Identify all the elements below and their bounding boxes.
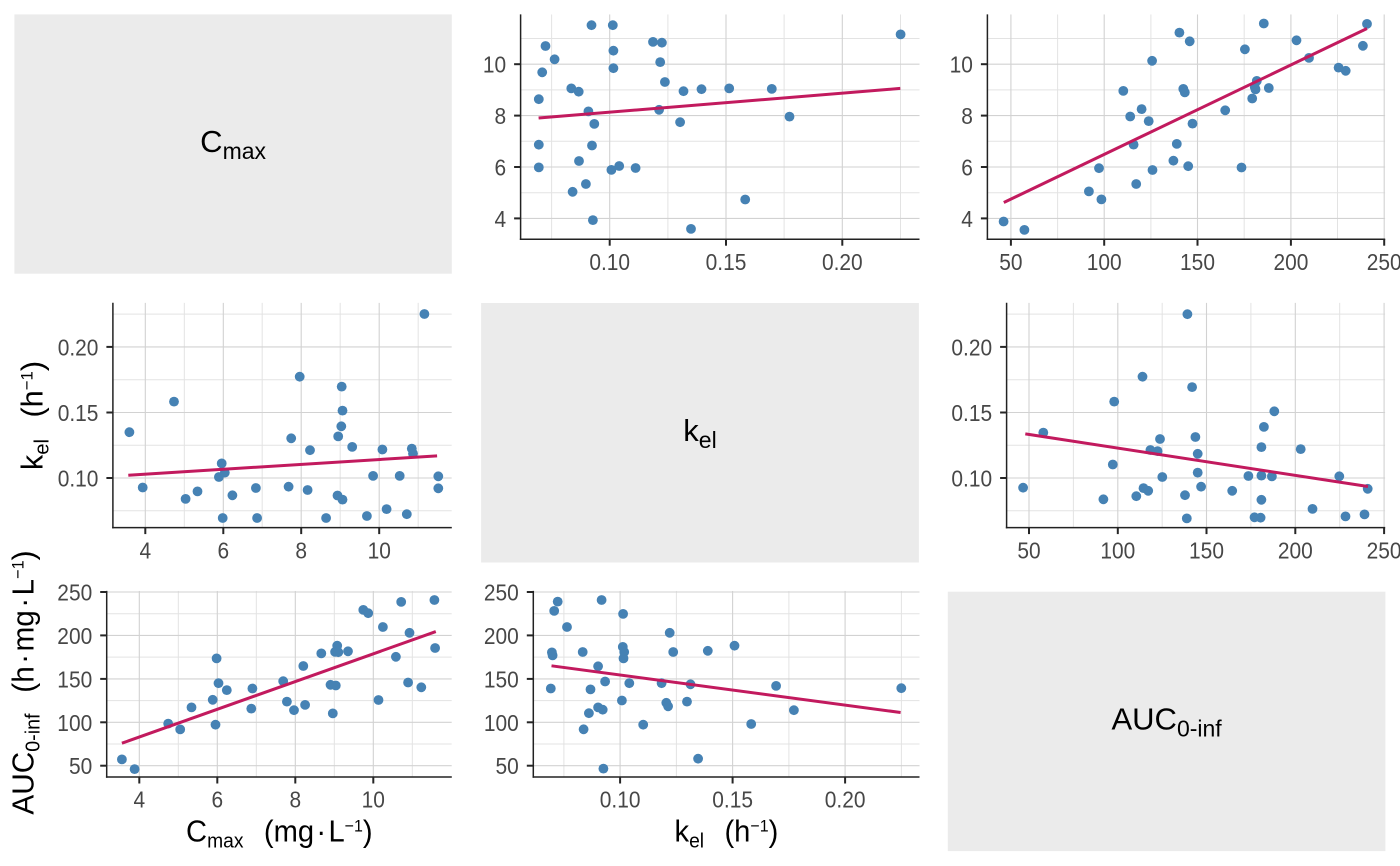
svg-text:8: 8 (961, 103, 973, 129)
svg-text:AUC0-inf (h·mg·L−1): AUC0-inf (h·mg·L−1) (6, 550, 45, 814)
svg-text:0.20: 0.20 (822, 249, 863, 275)
svg-text:6: 6 (211, 787, 223, 813)
svg-text:0.10: 0.10 (58, 466, 99, 492)
svg-text:6: 6 (217, 537, 229, 563)
svg-text:10: 10 (368, 537, 391, 563)
svg-text:Cmax: Cmax (200, 124, 266, 164)
svg-text:250: 250 (484, 580, 519, 606)
svg-text:0.15: 0.15 (706, 249, 747, 275)
svg-text:8: 8 (289, 787, 301, 813)
svg-text:0.20: 0.20 (58, 334, 99, 360)
svg-text:8: 8 (295, 537, 307, 563)
svg-text:0.15: 0.15 (58, 400, 99, 426)
svg-text:4: 4 (494, 206, 506, 232)
svg-text:200: 200 (1278, 537, 1313, 563)
svg-text:6: 6 (494, 155, 506, 181)
svg-text:150: 150 (1180, 249, 1215, 275)
svg-text:10: 10 (362, 787, 385, 813)
svg-text:4: 4 (961, 206, 973, 232)
svg-text:0.20: 0.20 (951, 334, 992, 360)
svg-text:0.10: 0.10 (600, 787, 641, 813)
svg-text:50: 50 (496, 753, 519, 779)
svg-text:150: 150 (484, 666, 519, 692)
svg-text:250: 250 (57, 580, 92, 606)
svg-text:AUC0-inf: AUC0-inf (1111, 701, 1222, 741)
svg-text:50: 50 (1017, 537, 1040, 563)
svg-text:250: 250 (1367, 249, 1400, 275)
svg-text:200: 200 (57, 623, 92, 649)
svg-text:0.15: 0.15 (712, 787, 753, 813)
svg-text:100: 100 (1087, 249, 1122, 275)
svg-text:4: 4 (139, 537, 151, 563)
svg-text:250: 250 (1367, 537, 1400, 563)
svg-text:150: 150 (57, 666, 92, 692)
svg-text:10: 10 (483, 52, 506, 78)
svg-text:6: 6 (961, 155, 973, 181)
svg-text:kel (h−1): kel (h−1) (14, 361, 53, 470)
svg-text:0.20: 0.20 (825, 787, 866, 813)
svg-text:200: 200 (484, 623, 519, 649)
svg-text:8: 8 (494, 103, 506, 129)
svg-text:100: 100 (1100, 537, 1135, 563)
svg-text:4: 4 (133, 787, 145, 813)
svg-text:0.10: 0.10 (951, 466, 992, 492)
svg-text:100: 100 (484, 710, 519, 736)
svg-text:50: 50 (999, 249, 1022, 275)
svg-text:100: 100 (57, 710, 92, 736)
svg-text:kel: kel (683, 413, 716, 453)
svg-text:10: 10 (950, 52, 973, 78)
svg-text:200: 200 (1273, 249, 1308, 275)
svg-text:Cmax (mg·L−1): Cmax (mg·L−1) (186, 815, 373, 853)
svg-text:0.15: 0.15 (951, 400, 992, 426)
svg-text:50: 50 (69, 753, 92, 779)
svg-text:150: 150 (1189, 537, 1224, 563)
svg-text:0.10: 0.10 (589, 249, 630, 275)
svg-text:kel (h−1): kel (h−1) (674, 815, 778, 853)
